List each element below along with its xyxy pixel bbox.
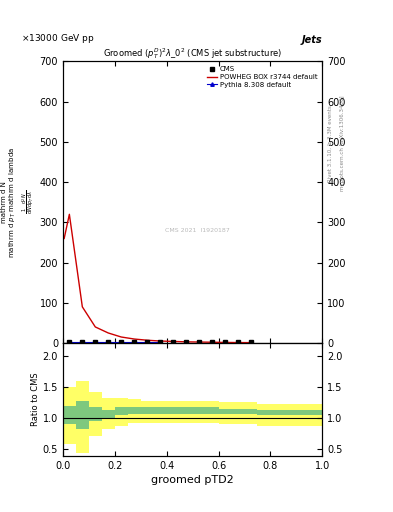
Line: Pythia 8.308 default: Pythia 8.308 default: [68, 340, 162, 344]
Bar: [206, 407, 219, 414]
POWHEG BOX r3744 default: [62, 236, 66, 242]
CMS: [210, 339, 215, 345]
Bar: [76, 380, 89, 453]
POWHEG BOX r3744 default: [132, 336, 137, 342]
Bar: [193, 407, 206, 414]
Bar: [154, 407, 167, 414]
CMS: [106, 339, 111, 345]
CMS: [80, 339, 85, 345]
Line: CMS: CMS: [68, 340, 253, 344]
CMS: [171, 339, 176, 345]
Bar: [115, 398, 128, 425]
POWHEG BOX r3744 default: [80, 304, 85, 310]
Bar: [102, 398, 115, 430]
Bar: [63, 406, 76, 424]
Line: POWHEG BOX r3744 default: POWHEG BOX r3744 default: [64, 215, 251, 343]
POWHEG BOX r3744 default: [67, 211, 72, 218]
POWHEG BOX r3744 default: [119, 334, 123, 340]
Bar: [231, 409, 244, 414]
CMS: [93, 339, 98, 345]
POWHEG BOX r3744 default: [93, 324, 98, 330]
Pythia 8.308 default: [80, 339, 85, 345]
Bar: [141, 400, 154, 423]
Text: Rivet 3.1.10, ≥ 3.3M events: Rivet 3.1.10, ≥ 3.3M events: [328, 105, 333, 182]
CMS: [158, 339, 163, 345]
POWHEG BOX r3744 default: [222, 339, 227, 346]
Pythia 8.308 default: [158, 339, 163, 345]
Y-axis label: Ratio to CMS: Ratio to CMS: [31, 373, 40, 426]
CMS: [132, 339, 137, 345]
Bar: [154, 400, 167, 423]
Bar: [231, 402, 244, 424]
Pythia 8.308 default: [67, 339, 72, 345]
Bar: [180, 407, 193, 414]
Text: Jets: Jets: [302, 34, 322, 45]
POWHEG BOX r3744 default: [158, 338, 163, 344]
Bar: [89, 407, 102, 421]
Bar: [244, 409, 257, 414]
Bar: [193, 400, 206, 423]
POWHEG BOX r3744 default: [106, 330, 111, 336]
Bar: [115, 407, 128, 415]
POWHEG BOX r3744 default: [171, 338, 176, 345]
Bar: [244, 402, 257, 424]
Bar: [76, 400, 89, 430]
Text: CMS 2021  I1920187: CMS 2021 I1920187: [165, 228, 230, 233]
Bar: [141, 407, 154, 414]
Pythia 8.308 default: [106, 339, 111, 345]
Bar: [63, 387, 76, 444]
CMS: [249, 339, 253, 345]
Bar: [257, 410, 322, 415]
POWHEG BOX r3744 default: [249, 339, 253, 346]
Y-axis label: mathrm d N
mathrm d $p_T$ mathrm d lambda
$\frac{1}{\mathrm{d}N}\frac{\mathrm{d}: mathrm d N mathrm d $p_T$ mathrm d lambd…: [1, 146, 37, 258]
Pythia 8.308 default: [145, 339, 150, 345]
Bar: [206, 401, 219, 423]
POWHEG BOX r3744 default: [210, 339, 215, 345]
Bar: [180, 400, 193, 423]
Bar: [89, 392, 102, 436]
CMS: [67, 339, 72, 345]
CMS: [197, 339, 202, 345]
Pythia 8.308 default: [119, 339, 123, 345]
CMS: [184, 339, 189, 345]
Text: mcplots.cern.ch [arXiv:1306.3436]: mcplots.cern.ch [arXiv:1306.3436]: [340, 96, 345, 191]
CMS: [145, 339, 150, 345]
POWHEG BOX r3744 default: [236, 339, 241, 346]
Bar: [128, 407, 141, 414]
X-axis label: groomed pTD2: groomed pTD2: [151, 475, 234, 485]
POWHEG BOX r3744 default: [197, 339, 202, 345]
Bar: [219, 402, 231, 424]
CMS: [236, 339, 241, 345]
Bar: [167, 400, 180, 423]
Pythia 8.308 default: [93, 339, 98, 345]
POWHEG BOX r3744 default: [145, 337, 150, 344]
Bar: [128, 399, 141, 423]
Title: Groomed $(p_T^D)^2\lambda\_0^2$ (CMS jet substructure): Groomed $(p_T^D)^2\lambda\_0^2$ (CMS jet…: [103, 47, 282, 61]
CMS: [222, 339, 227, 345]
Bar: [167, 407, 180, 414]
Pythia 8.308 default: [132, 339, 137, 345]
Legend: CMS, POWHEG BOX r3744 default, Pythia 8.308 default: CMS, POWHEG BOX r3744 default, Pythia 8.…: [205, 65, 319, 89]
CMS: [119, 339, 123, 345]
Bar: [102, 410, 115, 418]
Bar: [257, 404, 322, 425]
Bar: [219, 409, 231, 414]
POWHEG BOX r3744 default: [184, 339, 189, 345]
Text: $\times$13000 GeV pp: $\times$13000 GeV pp: [21, 32, 95, 45]
